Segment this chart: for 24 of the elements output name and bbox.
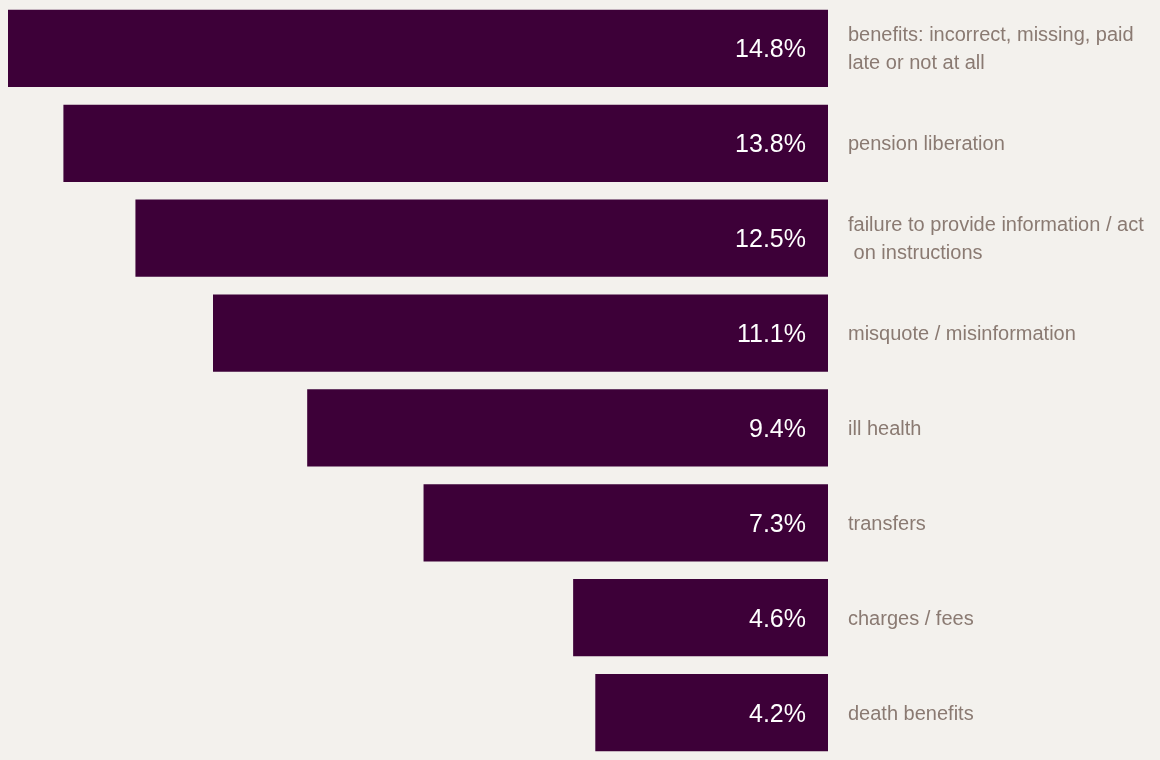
bar <box>8 9 828 88</box>
bar <box>307 389 828 467</box>
bar <box>213 294 828 372</box>
data-label: 9.4% <box>749 413 806 442</box>
data-label: 12.5% <box>735 224 806 253</box>
bar <box>595 673 828 752</box>
y-tick-label: misquote / misinformation <box>848 322 1076 345</box>
y-tick-label: pension liberation <box>848 132 1005 155</box>
y-tick-label: failure to provide information / act on instructions <box>848 213 1145 264</box>
y-tick-label: charges / fees <box>848 606 974 629</box>
data-label: 4.2% <box>749 698 806 727</box>
y-tick-label: benefits: incorrect, missing, paid late or not at all <box>848 23 1140 74</box>
bar <box>135 199 828 277</box>
data-label: 4.6% <box>749 603 806 632</box>
bar <box>63 104 828 182</box>
y-tick-label: transfers <box>848 511 926 534</box>
bar <box>573 579 828 657</box>
y-tick-label: death benefits <box>848 701 974 724</box>
bar <box>423 484 828 562</box>
data-label: 14.8% <box>735 34 806 63</box>
data-label: 11.1% <box>736 319 806 348</box>
data-label: 13.8% <box>735 129 806 158</box>
y-tick-label: ill health <box>848 416 922 439</box>
data-label: 7.3% <box>749 508 806 537</box>
